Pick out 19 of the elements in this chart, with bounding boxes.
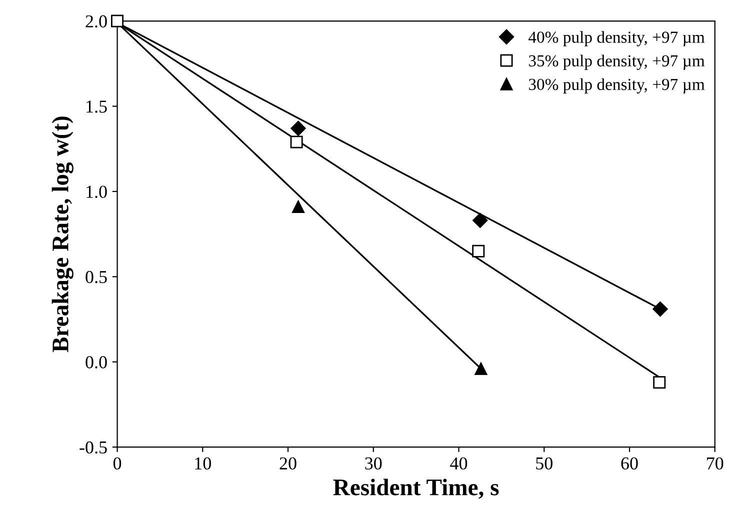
legend-label: 35% pulp density, +97 µm [528,54,705,70]
x-tick-label: 20 [280,457,296,470]
legend-label: 40% pulp density, +97 µm [528,31,705,46]
x-tick-label: 50 [536,457,552,470]
x-tick-label: 40 [450,457,468,470]
x-tick-label: 30 [365,457,382,470]
y-tick-label: 1.0 [86,186,107,198]
x-axis-title: Resident Time, s [333,478,499,499]
y-tick-label: 0.0 [86,356,107,368]
y-tick-label: 2.0 [86,15,107,28]
y-axis-title: Breakage Rate, log w(t) [52,116,74,352]
y-tick-label: 0.5 [86,270,107,284]
y-tick-label: 1.5 [86,100,107,113]
legend-label: 30% pulp density, +97 µm [528,78,705,94]
x-tick-label: 60 [621,457,638,470]
x-tick-label: 0 [113,457,122,470]
x-tick-label: 70 [707,457,724,470]
y-tick-label: -0.5 [80,441,107,454]
x-tick-label: 10 [195,457,211,470]
